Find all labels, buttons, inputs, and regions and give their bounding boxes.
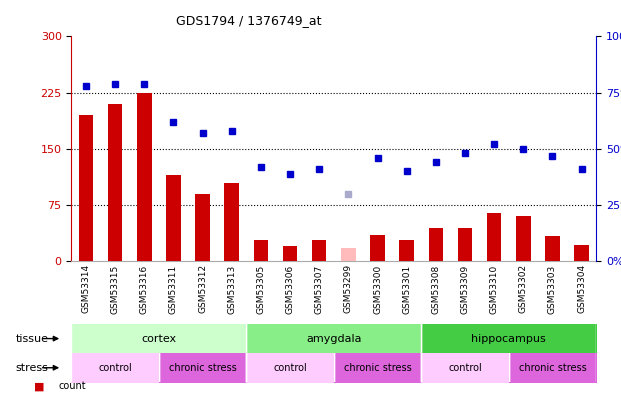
Text: cortex: cortex (142, 334, 176, 343)
Bar (166, 175, 181, 261)
Bar (516, 216, 530, 261)
Text: GSM53306: GSM53306 (286, 264, 294, 313)
Text: GSM53315: GSM53315 (111, 264, 120, 313)
Text: chronic stress: chronic stress (169, 363, 237, 373)
Text: control: control (273, 363, 307, 373)
Text: hippocampus: hippocampus (471, 334, 546, 343)
Text: control: control (448, 363, 482, 373)
Text: GSM53299: GSM53299 (344, 264, 353, 313)
Bar (545, 237, 560, 261)
Text: tissue: tissue (16, 334, 48, 343)
Bar (224, 183, 239, 261)
Text: GSM53305: GSM53305 (256, 264, 265, 313)
Bar (137, 93, 152, 261)
Text: chronic stress: chronic stress (343, 363, 411, 373)
Text: GSM53307: GSM53307 (315, 264, 324, 313)
Text: chronic stress: chronic stress (519, 363, 586, 373)
Text: count: count (59, 382, 86, 391)
Bar (283, 246, 297, 261)
Bar (253, 240, 268, 261)
Text: GSM53300: GSM53300 (373, 264, 382, 313)
Text: control: control (98, 363, 132, 373)
Bar (428, 228, 443, 261)
Text: GSM53313: GSM53313 (227, 264, 236, 313)
Bar (79, 115, 93, 261)
Text: GSM53308: GSM53308 (432, 264, 440, 313)
Text: GSM53314: GSM53314 (81, 264, 91, 313)
Bar (487, 213, 501, 261)
Bar (312, 240, 327, 261)
Text: GSM53310: GSM53310 (489, 264, 499, 313)
Text: stress: stress (16, 363, 48, 373)
Bar (370, 235, 385, 261)
Text: GDS1794 / 1376749_at: GDS1794 / 1376749_at (176, 14, 321, 27)
Text: GSM53302: GSM53302 (519, 264, 528, 313)
Bar (341, 248, 356, 261)
Text: GSM53316: GSM53316 (140, 264, 149, 313)
Text: GSM53303: GSM53303 (548, 264, 557, 313)
Text: GSM53301: GSM53301 (402, 264, 411, 313)
Bar (399, 240, 414, 261)
Bar (196, 194, 210, 261)
Text: GSM53309: GSM53309 (461, 264, 469, 313)
Text: GSM53312: GSM53312 (198, 264, 207, 313)
Bar (458, 228, 472, 261)
Text: ■: ■ (34, 382, 45, 391)
Text: GSM53311: GSM53311 (169, 264, 178, 313)
Bar (108, 104, 122, 261)
Text: amygdala: amygdala (306, 334, 361, 343)
Text: GSM53304: GSM53304 (577, 264, 586, 313)
Bar (574, 245, 589, 261)
